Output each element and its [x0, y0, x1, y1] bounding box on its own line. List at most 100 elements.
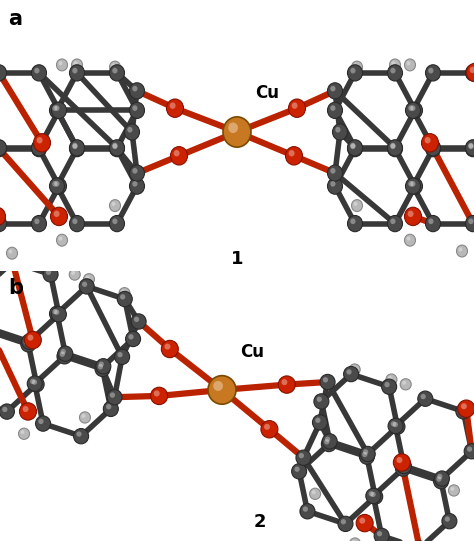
- Circle shape: [161, 340, 178, 358]
- Circle shape: [418, 391, 433, 406]
- Circle shape: [51, 307, 66, 322]
- Text: Cu: Cu: [240, 344, 264, 361]
- Circle shape: [71, 271, 75, 275]
- Circle shape: [388, 140, 402, 156]
- Circle shape: [328, 102, 343, 118]
- Circle shape: [0, 141, 7, 157]
- Circle shape: [330, 105, 336, 111]
- Circle shape: [95, 361, 110, 377]
- Circle shape: [72, 219, 78, 224]
- Circle shape: [76, 431, 82, 437]
- Circle shape: [445, 516, 450, 522]
- Circle shape: [82, 414, 85, 418]
- Circle shape: [388, 141, 402, 157]
- Circle shape: [350, 68, 356, 74]
- Circle shape: [46, 269, 51, 275]
- Circle shape: [346, 370, 352, 374]
- Circle shape: [407, 61, 410, 65]
- Circle shape: [49, 102, 64, 118]
- Circle shape: [52, 105, 57, 111]
- Circle shape: [134, 316, 139, 322]
- Circle shape: [458, 400, 474, 417]
- Circle shape: [285, 147, 302, 165]
- Circle shape: [72, 143, 78, 148]
- Circle shape: [34, 68, 39, 74]
- Circle shape: [171, 147, 188, 165]
- Circle shape: [371, 492, 376, 497]
- Circle shape: [69, 269, 80, 280]
- Circle shape: [428, 143, 434, 148]
- Circle shape: [19, 403, 36, 420]
- Circle shape: [151, 387, 168, 405]
- Circle shape: [296, 450, 311, 465]
- Circle shape: [388, 65, 402, 81]
- Text: b: b: [8, 278, 23, 298]
- Circle shape: [70, 141, 84, 157]
- Circle shape: [398, 464, 403, 469]
- Circle shape: [450, 487, 454, 491]
- Circle shape: [425, 137, 430, 143]
- Circle shape: [465, 65, 474, 81]
- Circle shape: [320, 374, 335, 390]
- Circle shape: [426, 215, 440, 232]
- Circle shape: [31, 141, 46, 157]
- Circle shape: [311, 490, 316, 494]
- Circle shape: [350, 143, 356, 149]
- Circle shape: [70, 65, 84, 81]
- Text: Cu: Cu: [255, 84, 279, 102]
- Circle shape: [393, 454, 410, 471]
- Circle shape: [99, 361, 104, 367]
- Circle shape: [83, 274, 94, 285]
- Circle shape: [344, 366, 359, 382]
- Circle shape: [55, 105, 60, 111]
- Circle shape: [56, 234, 67, 246]
- Circle shape: [391, 421, 396, 426]
- Circle shape: [426, 141, 440, 157]
- Circle shape: [390, 219, 395, 224]
- Circle shape: [132, 181, 137, 187]
- Circle shape: [27, 376, 42, 391]
- Circle shape: [72, 143, 78, 149]
- Circle shape: [23, 406, 28, 412]
- Circle shape: [154, 391, 160, 397]
- Circle shape: [388, 376, 392, 380]
- Circle shape: [31, 140, 46, 156]
- Circle shape: [31, 215, 46, 232]
- Circle shape: [396, 457, 402, 463]
- Text: 1: 1: [231, 250, 243, 268]
- Circle shape: [289, 150, 295, 156]
- Circle shape: [402, 381, 406, 385]
- Circle shape: [125, 124, 139, 140]
- Circle shape: [292, 102, 298, 109]
- Circle shape: [458, 247, 462, 252]
- Circle shape: [9, 249, 12, 254]
- Circle shape: [109, 200, 120, 212]
- Circle shape: [359, 449, 374, 464]
- Circle shape: [362, 452, 367, 457]
- Circle shape: [459, 406, 464, 412]
- Circle shape: [396, 458, 411, 473]
- Circle shape: [208, 375, 236, 404]
- Circle shape: [7, 247, 18, 259]
- Circle shape: [54, 309, 59, 315]
- Circle shape: [359, 518, 365, 524]
- Circle shape: [109, 65, 125, 81]
- Circle shape: [43, 267, 58, 282]
- Circle shape: [29, 377, 44, 392]
- Circle shape: [109, 61, 120, 73]
- Circle shape: [34, 143, 39, 149]
- Circle shape: [109, 140, 125, 156]
- Circle shape: [118, 352, 123, 358]
- Circle shape: [410, 181, 416, 187]
- Circle shape: [395, 461, 410, 476]
- Circle shape: [352, 540, 356, 541]
- Circle shape: [434, 473, 448, 489]
- Circle shape: [119, 288, 130, 299]
- Circle shape: [278, 376, 295, 393]
- Circle shape: [300, 504, 315, 519]
- Circle shape: [0, 404, 14, 419]
- Circle shape: [21, 337, 36, 352]
- Circle shape: [52, 181, 57, 187]
- Circle shape: [132, 86, 137, 91]
- Circle shape: [31, 65, 46, 81]
